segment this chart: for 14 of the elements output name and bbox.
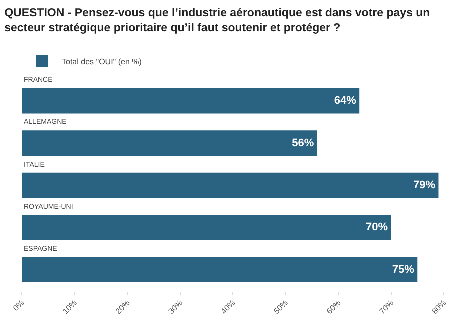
- x-tick-label: 30%: [166, 298, 184, 316]
- legend-label: Total des "OUI" (en %): [62, 57, 142, 66]
- data-label: 79%: [413, 180, 436, 192]
- x-tick-label: 80%: [430, 298, 448, 316]
- data-label: 64%: [334, 95, 357, 108]
- x-tick-label: 70%: [378, 298, 396, 316]
- data-label: 56%: [292, 137, 314, 150]
- x-tick-label: 0%: [12, 298, 26, 314]
- x-tick-label: 60%: [325, 298, 343, 316]
- x-tick-label: 50%: [272, 298, 290, 316]
- x-tick-label: 40%: [220, 298, 238, 316]
- data-label: 70%: [366, 222, 388, 234]
- chart-title: QUESTION - Pensez-vous que l’industrie aéronautique est dans votre pays un secteur stratégique prioritaire qu’il faut soutenir et protéger ?: [4, 8, 430, 34]
- data-label: 75%: [392, 264, 415, 276]
